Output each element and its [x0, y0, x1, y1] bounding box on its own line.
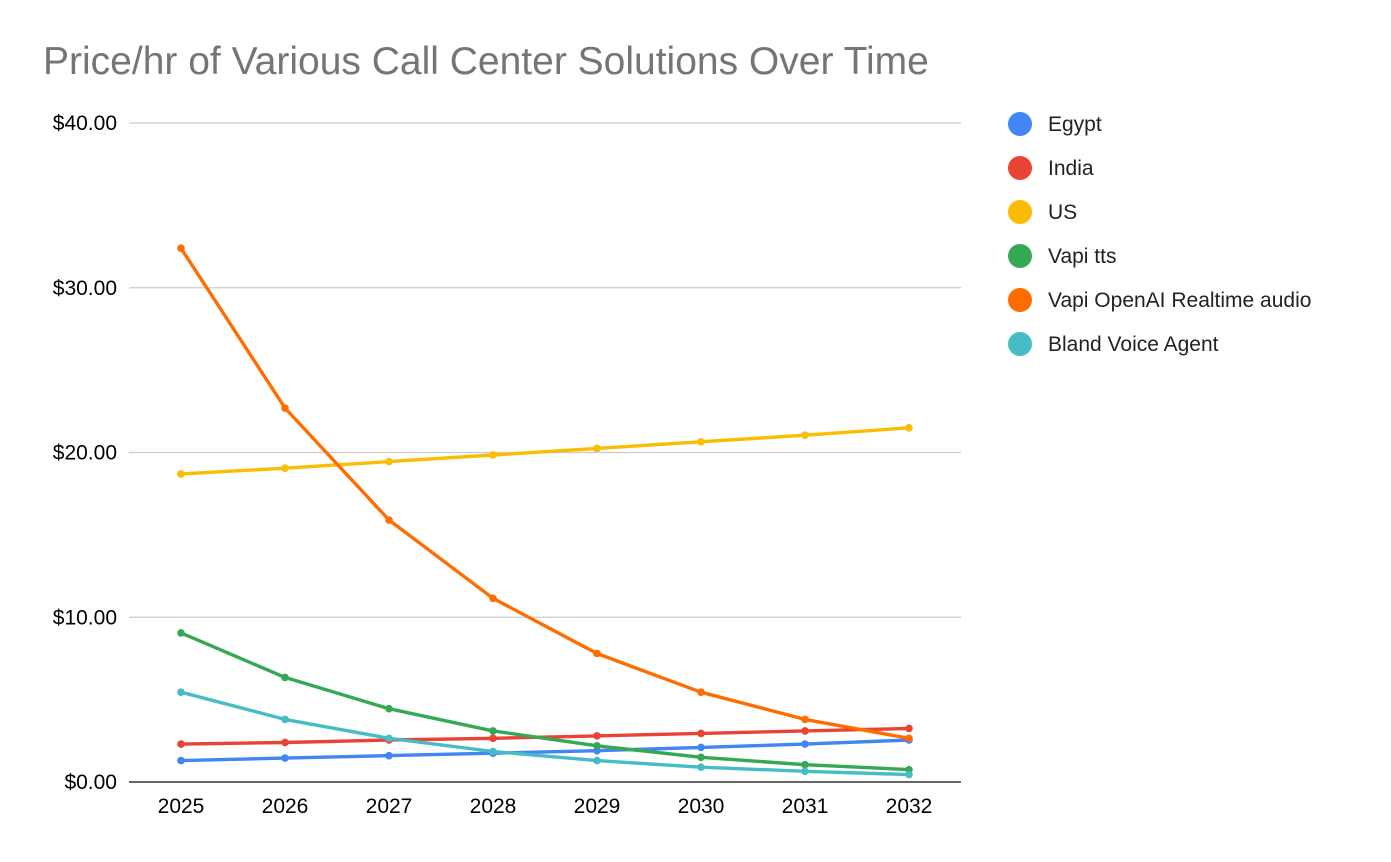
data-point	[697, 688, 705, 697]
legend-label: India	[1048, 157, 1094, 180]
data-point	[281, 754, 289, 762]
data-point	[593, 732, 601, 740]
series-bland-voice-agent	[177, 688, 913, 779]
data-point	[281, 715, 289, 724]
data-point	[697, 743, 705, 752]
data-point	[697, 753, 705, 762]
legend-label: Vapi tts	[1048, 245, 1116, 268]
data-point	[593, 444, 601, 453]
x-axis-ticks: 2025 2026 2027 2028 2029 2030 2031 2032	[158, 795, 933, 818]
data-point	[801, 760, 809, 769]
x-tick-label: 2031	[782, 795, 829, 818]
legend-item: India	[1008, 156, 1094, 180]
x-tick-label: 2030	[678, 795, 725, 818]
data-point	[177, 629, 185, 637]
legend-item: Bland Voice Agent	[1008, 332, 1219, 356]
gridlines	[129, 122, 961, 618]
data-point	[385, 704, 393, 713]
series-line	[179, 426, 911, 476]
legend-label: Bland Voice Agent	[1048, 333, 1219, 356]
data-point	[281, 738, 289, 747]
x-tick-label: 2029	[574, 795, 621, 818]
data-point	[801, 740, 809, 748]
x-tick-label: 2032	[886, 795, 933, 818]
data-point	[905, 734, 913, 743]
data-point	[177, 688, 185, 697]
data-point	[281, 673, 289, 682]
data-point	[593, 741, 601, 750]
y-tick-label: $20.00	[53, 442, 117, 465]
data-point	[697, 763, 705, 771]
legend-item: Egypt	[1008, 112, 1102, 136]
data-point	[801, 767, 809, 776]
legend-swatch	[1008, 156, 1032, 180]
series-lines	[177, 244, 913, 779]
series-vapi-openai-realtime-audio	[177, 244, 913, 743]
data-point	[177, 244, 185, 253]
legend-swatch	[1008, 200, 1032, 224]
legend-label: Egypt	[1048, 113, 1102, 136]
data-point	[489, 451, 497, 459]
data-point	[177, 740, 185, 748]
data-point	[489, 594, 497, 603]
data-point	[593, 649, 601, 658]
data-point	[593, 756, 601, 765]
legend-item: Vapi OpenAI Realtime audio	[1008, 288, 1311, 312]
data-point	[905, 724, 913, 733]
legend-swatch	[1008, 332, 1032, 356]
y-axis-ticks: $0.00 $10.00 $20.00 $30.00 $40.00	[53, 112, 117, 794]
data-point	[385, 734, 393, 743]
data-point	[489, 727, 497, 735]
legend-swatch	[1008, 244, 1032, 268]
data-point	[177, 470, 185, 478]
y-tick-label: $10.00	[53, 606, 117, 629]
legend-item: Vapi tts	[1008, 244, 1116, 268]
legend-swatch	[1008, 288, 1032, 312]
data-point	[697, 729, 705, 738]
legend: Egypt India US Vapi tts Vapi OpenAI Realtime…	[1008, 112, 1311, 356]
x-tick-label: 2027	[366, 795, 413, 818]
data-point	[801, 431, 809, 440]
y-tick-label: $30.00	[53, 277, 117, 300]
series-line	[179, 726, 911, 746]
series-vapi-tts	[177, 629, 913, 774]
series-line	[179, 246, 911, 740]
legend-swatch	[1008, 112, 1032, 136]
y-tick-label: $0.00	[64, 771, 117, 794]
y-tick-label: $40.00	[53, 112, 117, 135]
data-point	[489, 734, 497, 743]
data-point	[385, 751, 393, 760]
chart-title: Price/hr of Various Call Center Solution…	[43, 40, 929, 83]
data-point	[801, 727, 809, 735]
data-point	[177, 756, 185, 765]
data-point	[905, 423, 913, 432]
series-line	[179, 690, 911, 777]
x-tick-label: 2025	[158, 795, 205, 818]
data-point	[697, 437, 705, 446]
series-line	[179, 631, 911, 772]
data-point	[489, 747, 497, 756]
x-tick-label: 2028	[470, 795, 517, 818]
legend-label: Vapi OpenAI Realtime audio	[1048, 289, 1311, 312]
data-point	[385, 516, 393, 524]
data-point	[801, 715, 809, 724]
data-point	[281, 404, 289, 412]
x-tick-label: 2026	[262, 795, 309, 818]
data-point	[281, 464, 289, 472]
data-point	[385, 457, 393, 466]
series-line	[179, 738, 911, 763]
legend-label: US	[1048, 201, 1077, 224]
data-point	[905, 770, 913, 779]
series-us	[177, 423, 913, 478]
legend-item: US	[1008, 200, 1077, 224]
